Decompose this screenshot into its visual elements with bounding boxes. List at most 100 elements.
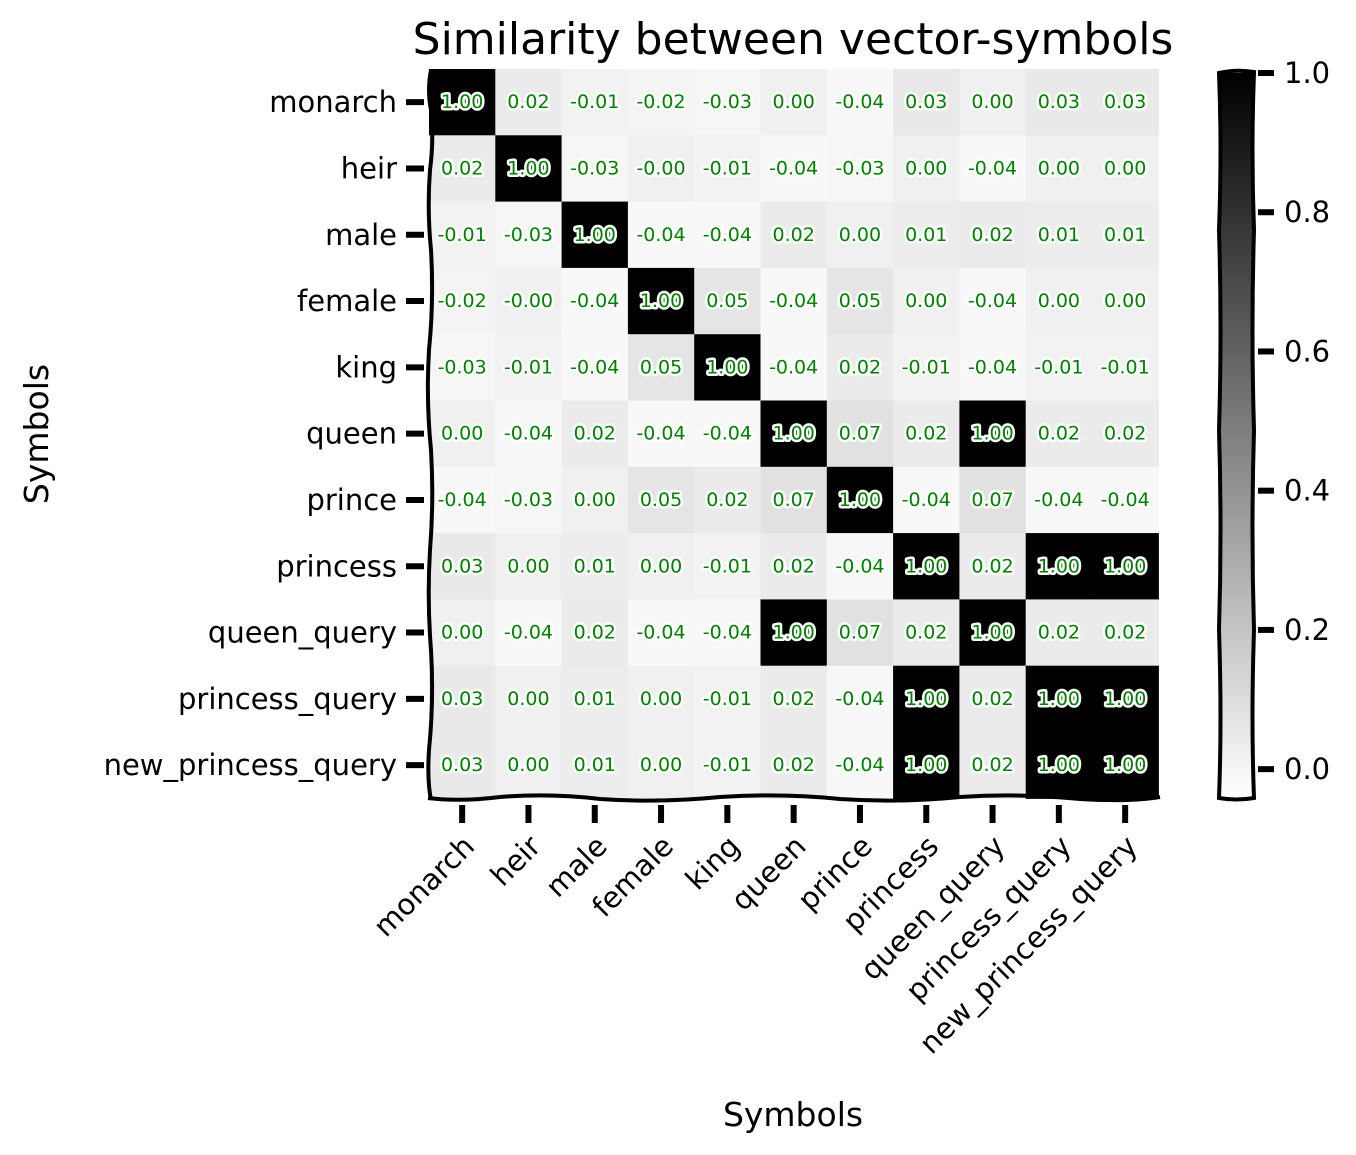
heatmap-cell xyxy=(429,334,496,402)
heatmap-cell xyxy=(826,69,894,136)
heatmap-cell xyxy=(495,732,563,799)
cell-value-label: 1.00 xyxy=(1104,754,1146,776)
y-tick-label: princess_query xyxy=(178,682,397,716)
cell-value-label: -0.04 xyxy=(636,423,685,445)
heatmap-cell xyxy=(760,533,828,600)
colorbar: 0.0 0.2 0.4 0.6 0.8 1.0 xyxy=(1216,56,1330,802)
heatmap-cell xyxy=(1092,267,1159,335)
heatmap-cell xyxy=(561,69,629,136)
heatmap-cell xyxy=(760,400,828,468)
heatmap-cell xyxy=(694,69,762,136)
cell-value-label: 0.07 xyxy=(971,489,1013,511)
cell-value-label: -0.01 xyxy=(438,224,487,246)
cell-value-label: 0.02 xyxy=(772,754,814,776)
heatmap-cell xyxy=(694,533,762,600)
cell-value-label: 0.07 xyxy=(839,622,881,644)
cell-value-label: 0.02 xyxy=(441,157,483,179)
heatmap-cell xyxy=(1025,334,1093,402)
heatmap-cell xyxy=(826,400,894,468)
cell-value-label: 0.07 xyxy=(839,423,881,445)
heatmap-cell xyxy=(495,267,563,335)
cell-value-label: 0.00 xyxy=(640,754,682,776)
cell-value-label: 0.01 xyxy=(1038,224,1080,246)
cell-value-label: -0.04 xyxy=(835,91,884,113)
heatmap-cell xyxy=(1092,533,1159,600)
cell-value-label: 0.00 xyxy=(1104,290,1146,312)
cell-value-label: -0.03 xyxy=(835,157,884,179)
heatmap-cell xyxy=(627,135,695,203)
heatmap-cell xyxy=(495,334,563,402)
cell-value-label: -0.01 xyxy=(504,356,553,378)
cell-value-label: 1.00 xyxy=(839,489,881,511)
heatmap-cell xyxy=(1025,533,1093,600)
left-axis-spine xyxy=(425,69,435,801)
cell-value-label: -0.04 xyxy=(835,688,884,710)
heatmap-cell xyxy=(694,267,762,335)
cell-value-label: 0.00 xyxy=(507,688,549,710)
heatmap-cell xyxy=(561,334,629,402)
heatmap-cell xyxy=(429,69,496,136)
heatmap-cell xyxy=(429,400,496,468)
cell-value-label: 0.00 xyxy=(507,555,549,577)
cell-value-label: 0.02 xyxy=(839,356,881,378)
heatmap-cell xyxy=(429,267,496,335)
cell-value-label: 0.02 xyxy=(971,555,1013,577)
heatmap-cell xyxy=(495,69,563,136)
heatmap-cell xyxy=(959,732,1027,799)
heatmap-cell xyxy=(760,466,828,534)
heatmap-cell xyxy=(429,135,496,203)
y-axis-label: Symbols xyxy=(17,364,56,504)
cell-value-label: -0.01 xyxy=(703,754,752,776)
heatmap-cell xyxy=(959,665,1027,733)
heatmap-cell xyxy=(760,732,828,799)
heatmap-cell xyxy=(893,201,960,269)
cell-value-label: -0.04 xyxy=(636,224,685,246)
heatmap-cell xyxy=(1092,334,1159,402)
heatmap-cell xyxy=(760,599,828,667)
heatmap-cell xyxy=(627,267,695,335)
heatmap-cell xyxy=(826,466,894,534)
heatmap-cell xyxy=(893,135,960,203)
heatmap-cell xyxy=(627,599,695,667)
heatmap-cell xyxy=(826,267,894,335)
cell-value-label: -0.04 xyxy=(703,622,752,644)
heatmap-cell xyxy=(694,201,762,269)
heatmap-cell xyxy=(495,665,563,733)
heatmap-cell xyxy=(959,533,1027,600)
cell-value-label: 0.03 xyxy=(441,754,483,776)
heatmap-cell xyxy=(495,201,563,269)
heatmap-cell xyxy=(561,400,629,468)
cell-value-label: -0.04 xyxy=(1034,489,1083,511)
cell-value-label: -0.04 xyxy=(769,290,818,312)
heatmap-cell xyxy=(627,201,695,269)
cell-value-label: -0.04 xyxy=(769,157,818,179)
cell-value-label: 1.00 xyxy=(1038,754,1080,776)
heatmap-cell xyxy=(627,400,695,468)
chart-title: Similarity between vector-symbols xyxy=(413,14,1174,65)
cell-value-label: 0.00 xyxy=(905,290,947,312)
colorbar-tick-label: 0.6 xyxy=(1284,334,1330,368)
cell-value-label: 0.05 xyxy=(839,290,881,312)
y-tick-label: new_princess_query xyxy=(104,748,397,782)
cell-value-label: 0.02 xyxy=(971,224,1013,246)
heatmap-cell xyxy=(627,732,695,799)
heatmap-cell xyxy=(694,665,762,733)
cell-value-label: -0.04 xyxy=(570,356,619,378)
cell-value-label: 0.02 xyxy=(706,489,748,511)
heatmap-cell xyxy=(893,267,960,335)
heatmap-cell xyxy=(1092,732,1159,799)
cell-value-label: -0.01 xyxy=(570,91,619,113)
cell-value-label: 0.00 xyxy=(1038,290,1080,312)
cell-value-label: 0.02 xyxy=(971,688,1013,710)
heatmap-cell-labels: 1.00 0.02 -0.01 -0.02 -0.03 0.00 -0.04 0.03 0.00… xyxy=(435,89,1152,779)
cell-value-label: 0.01 xyxy=(1104,224,1146,246)
heatmap-cell xyxy=(1092,665,1159,733)
heatmap-cell xyxy=(1092,201,1159,269)
colorbar-tick-label: 1.0 xyxy=(1284,56,1330,90)
heatmap-cell xyxy=(561,665,629,733)
cell-value-label: 0.03 xyxy=(441,688,483,710)
cell-value-label: 1.00 xyxy=(905,754,947,776)
x-tick-label: heir xyxy=(484,829,548,893)
heatmap-cell xyxy=(1025,135,1093,203)
cell-value-label: -0.04 xyxy=(636,622,685,644)
